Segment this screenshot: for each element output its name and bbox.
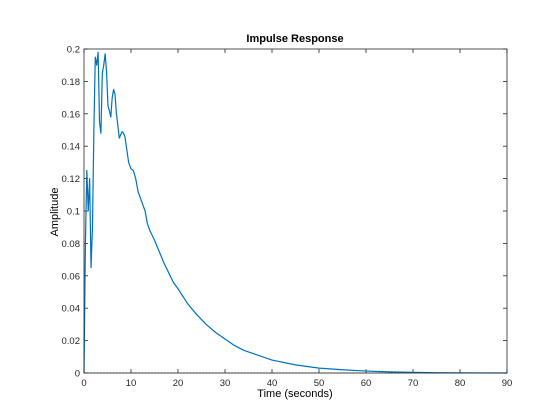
x-tick-label: 50 <box>314 378 325 389</box>
x-tick-label: 20 <box>173 378 184 389</box>
y-tick-label: 0.1 <box>67 207 80 218</box>
x-tick-label: 10 <box>126 378 137 389</box>
chart-title: Impulse Response <box>246 33 343 45</box>
y-tick-label: 0.18 <box>62 77 81 88</box>
y-tick-label: 0.16 <box>62 109 81 120</box>
x-tick-label: 30 <box>220 378 231 389</box>
y-tick-label: 0.12 <box>62 174 81 185</box>
y-tick-label: 0.04 <box>62 304 81 315</box>
y-tick-label: 0.02 <box>62 336 81 347</box>
x-tick-label: 0 <box>81 378 86 389</box>
axes-box <box>83 48 508 374</box>
x-tick-label: 90 <box>502 378 513 389</box>
x-tick-label: 40 <box>267 378 278 389</box>
y-tick-label: 0.14 <box>62 142 81 153</box>
y-tick-label: 0.2 <box>67 45 80 56</box>
x-tick-label: 70 <box>408 378 419 389</box>
x-axis-label: Time (seconds) <box>257 388 332 400</box>
impulse-response-line <box>83 51 508 374</box>
x-tick-label: 80 <box>455 378 466 389</box>
x-tick-label: 60 <box>361 378 372 389</box>
axis-ticks: 0 10 20 30 40 50 60 70 80 90 0 0.02 0.04 0.06 0.08 0.1 0… <box>62 45 513 390</box>
y-axis-label: Amplitude <box>49 188 61 237</box>
y-tick-label: 0.06 <box>62 271 81 282</box>
y-tick-label: 0.08 <box>62 239 81 250</box>
y-tick-label: 0 <box>75 369 80 380</box>
